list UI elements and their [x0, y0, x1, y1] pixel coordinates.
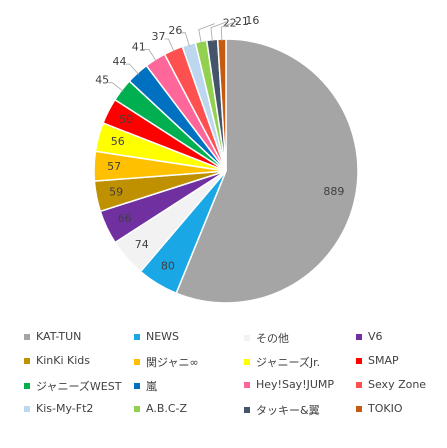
legend-label-4: KinKi Kids [36, 354, 90, 367]
data-label-4: 59 [109, 186, 123, 199]
legend-item-14: タッキー&翼 [244, 402, 320, 418]
legend-item-7: SMAP [356, 354, 399, 367]
data-label-12: 26 [168, 24, 182, 37]
legend-swatch-6 [244, 359, 250, 365]
legend-item-1: NEWS [134, 330, 179, 343]
legend-label-13: A.B.C-Z [146, 402, 188, 415]
legend-swatch-3 [356, 333, 362, 340]
leader-line-14 [210, 21, 228, 42]
leader-line-10 [144, 49, 157, 62]
data-label-8: 45 [95, 74, 109, 87]
leader-line-13 [198, 23, 215, 44]
data-label-15: 16 [245, 14, 259, 27]
legend-swatch-12 [24, 405, 30, 412]
legend-label-7: SMAP [368, 354, 399, 367]
legend-item-13: A.B.C-Z [134, 402, 187, 415]
legend-item-4: KinKi Kids [24, 354, 90, 367]
legend-swatch-0 [24, 333, 30, 340]
legend-swatch-14 [244, 407, 250, 413]
legend-swatch-10 [244, 381, 250, 388]
legend-item-10: Hey!Say!JUMP [244, 378, 334, 391]
legend-label-3: V6 [368, 330, 383, 343]
leader-line-15 [220, 20, 238, 42]
leader-line-11 [164, 38, 175, 52]
legend-swatch-1 [134, 333, 140, 340]
legend-swatch-5 [134, 359, 140, 365]
legend-label-5: 関ジャニ∞ [146, 356, 199, 369]
legend-swatch-15 [356, 405, 362, 412]
legend-label-11: Sexy Zone [368, 378, 427, 391]
data-label-6: 56 [111, 135, 125, 148]
legend-swatch-7 [356, 357, 362, 364]
legend-label-0: KAT-TUN [36, 330, 82, 343]
data-label-13: 22 [223, 17, 237, 30]
legend-label-15: TOKIO [368, 402, 403, 415]
legend-item-12: Kis-My-Ft2 [24, 402, 93, 415]
legend-item-0: KAT-TUN [24, 330, 81, 343]
legend-item-9: 嵐 [134, 378, 157, 394]
data-label-1: 80 [161, 260, 175, 273]
legend-label-14: タッキー&翼 [256, 404, 320, 417]
leader-line-9 [125, 63, 140, 75]
legend-label-6: ジャニーズJr. [256, 356, 321, 369]
leader-line-8 [108, 82, 124, 92]
legend-label-8: ジャニーズWEST [36, 380, 122, 393]
legend-item-5: 関ジャニ∞ [134, 354, 199, 370]
legend-swatch-9 [134, 383, 140, 389]
data-label-11: 37 [152, 30, 166, 43]
data-label-14: 21 [235, 15, 249, 28]
legend-item-3: V6 [356, 330, 383, 343]
legend-label-1: NEWS [146, 330, 180, 343]
pie-slice-0 [175, 38, 359, 304]
legend-swatch-4 [24, 357, 30, 364]
legend-item-15: TOKIO [356, 402, 403, 415]
data-label-7: 50 [119, 113, 133, 126]
data-label-9: 44 [113, 55, 127, 68]
legend-swatch-11 [356, 381, 362, 388]
legend-item-6: ジャニーズJr. [244, 354, 320, 370]
legend-label-10: Hey!Say!JUMP [256, 378, 335, 391]
legend-swatch-13 [134, 405, 140, 412]
data-label-10: 41 [132, 40, 146, 53]
legend-label-9: 嵐 [146, 380, 157, 393]
legend-item-2: その他 [244, 330, 289, 346]
legend-label-12: Kis-My-Ft2 [36, 402, 94, 415]
data-label-0: 889 [323, 185, 344, 198]
legend-item-11: Sexy Zone [356, 378, 426, 391]
data-label-3: 66 [118, 212, 132, 225]
data-label-5: 57 [107, 160, 121, 173]
data-label-2: 74 [135, 238, 149, 251]
legend-item-8: ジャニーズWEST [24, 378, 121, 394]
leader-line-12 [181, 32, 190, 47]
legend-swatch-2 [244, 335, 250, 341]
legend-label-2: その他 [256, 332, 289, 345]
legend-swatch-8 [24, 383, 30, 389]
